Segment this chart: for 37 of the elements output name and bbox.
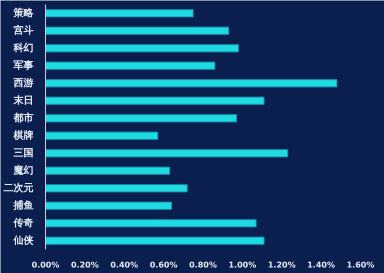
bar xyxy=(46,166,170,175)
y-tick-label: 魔幻 xyxy=(12,164,34,176)
bar xyxy=(46,79,338,88)
y-tick-label: 棋牌 xyxy=(12,129,34,142)
x-tick-label: 1.20% xyxy=(268,260,296,270)
bar xyxy=(46,202,172,210)
x-tick-label: 0.40% xyxy=(110,260,138,270)
x-tick-label: 1.00% xyxy=(228,260,256,270)
x-tick-label: 0.60% xyxy=(150,260,178,270)
x-tick-label: 0.00% xyxy=(32,260,60,270)
x-tick-label: 1.60% xyxy=(346,260,374,270)
bar xyxy=(46,236,265,245)
bar xyxy=(46,44,239,52)
bar xyxy=(46,26,230,35)
x-tick-label: 0.20% xyxy=(71,260,99,270)
bar xyxy=(46,132,158,140)
y-tick-label: 宫斗 xyxy=(14,24,34,36)
y-tick-label: 军事 xyxy=(14,59,34,72)
y-tick-label: 仙侠 xyxy=(12,234,34,246)
y-tick-label: 传奇 xyxy=(12,216,34,229)
x-tick-label: 1.40% xyxy=(307,260,336,270)
y-tick-label: 策略 xyxy=(12,6,34,19)
x-tick-label: 0.80% xyxy=(189,260,217,270)
bar xyxy=(46,9,194,18)
bar xyxy=(46,149,288,158)
y-tick-label: 二次元 xyxy=(4,182,34,194)
bar xyxy=(46,219,257,228)
bar xyxy=(46,114,237,122)
y-tick-label: 都市 xyxy=(12,112,34,124)
bar xyxy=(46,62,216,70)
y-tick-label: 三国 xyxy=(14,148,34,159)
y-tick-label: 西游 xyxy=(12,76,34,89)
bar xyxy=(46,184,188,192)
y-tick-label: 科幻 xyxy=(12,42,34,54)
y-tick-label: 末日 xyxy=(12,94,34,106)
y-tick-label: 捕鱼 xyxy=(12,199,34,212)
bar xyxy=(46,96,265,105)
